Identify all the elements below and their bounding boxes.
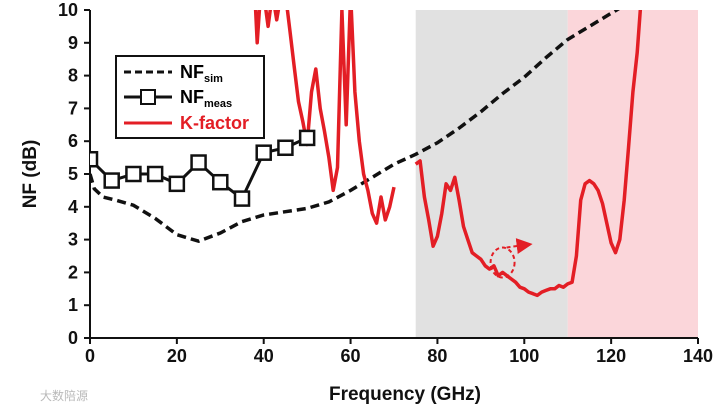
legend-marker-nf-meas — [140, 89, 156, 105]
nf-meas-marker — [125, 165, 142, 183]
y-axis-title: NF (dB) — [20, 140, 41, 209]
x-tick-label: 20 — [167, 346, 187, 366]
nf-meas-marker — [255, 144, 272, 161]
nf-meas-marker — [190, 154, 207, 171]
nf-meas-marker — [90, 150, 99, 168]
y-tick-label: 8 — [68, 66, 78, 86]
y-tick-label: 10 — [58, 0, 78, 20]
y-tick-label: 2 — [68, 262, 78, 282]
x-tick-label: 40 — [254, 346, 274, 366]
x-tick-label: 60 — [341, 346, 361, 366]
nf-meas-marker — [277, 139, 294, 157]
shaded-regions — [415, 10, 698, 338]
annotation-arrow — [506, 238, 533, 254]
x-tick-label: 120 — [596, 346, 626, 366]
legend-label-nf-sim: NFsim — [180, 62, 223, 85]
legend: NFsim NFmeas K-factor — [115, 55, 265, 139]
x-tick-label: 80 — [427, 346, 447, 366]
shaded-region-1 — [567, 10, 698, 338]
nf-meas-marker — [103, 172, 120, 189]
nf-meas-marker — [233, 190, 251, 207]
x-tick-label: 140 — [683, 346, 713, 366]
y-tick-label: 7 — [68, 98, 78, 118]
x-tick-label: 100 — [509, 346, 539, 366]
y-tick-label: 3 — [68, 230, 78, 250]
shaded-region-0 — [415, 10, 568, 338]
watermark: 大数陪源 — [40, 388, 88, 403]
annotation-ellipse — [489, 246, 516, 279]
y-tick-label: 0 — [68, 328, 78, 348]
x-axis-title: Frequency (GHz) — [329, 384, 481, 405]
nf-meas-marker — [146, 165, 164, 183]
y-tick-label: 4 — [68, 197, 78, 217]
nf-meas-marker — [168, 175, 186, 193]
nf-meas-marker — [212, 173, 229, 191]
series-layer — [90, 10, 643, 298]
x-tick-label: 0 — [85, 346, 95, 366]
legend-label-nf-meas: NFmeas — [180, 87, 232, 110]
annotation — [489, 238, 533, 279]
y-tick-label: 1 — [68, 295, 78, 315]
y-tick-label: 6 — [68, 131, 78, 151]
nf-meas-marker — [298, 129, 316, 147]
y-tick-label: 9 — [68, 33, 78, 53]
series-line-nf-sim — [90, 10, 620, 244]
series-line-k-factor-0 — [253, 10, 396, 225]
y-tick-label: 5 — [68, 164, 78, 184]
legend-label-k-factor: K-factor — [180, 113, 249, 133]
ticks: 0 20 40 60 80 100 120 140 0 1 2 3 4 5 6 7 8 9 10 — [58, 0, 713, 366]
series-line-k-factor-1 — [414, 10, 643, 298]
